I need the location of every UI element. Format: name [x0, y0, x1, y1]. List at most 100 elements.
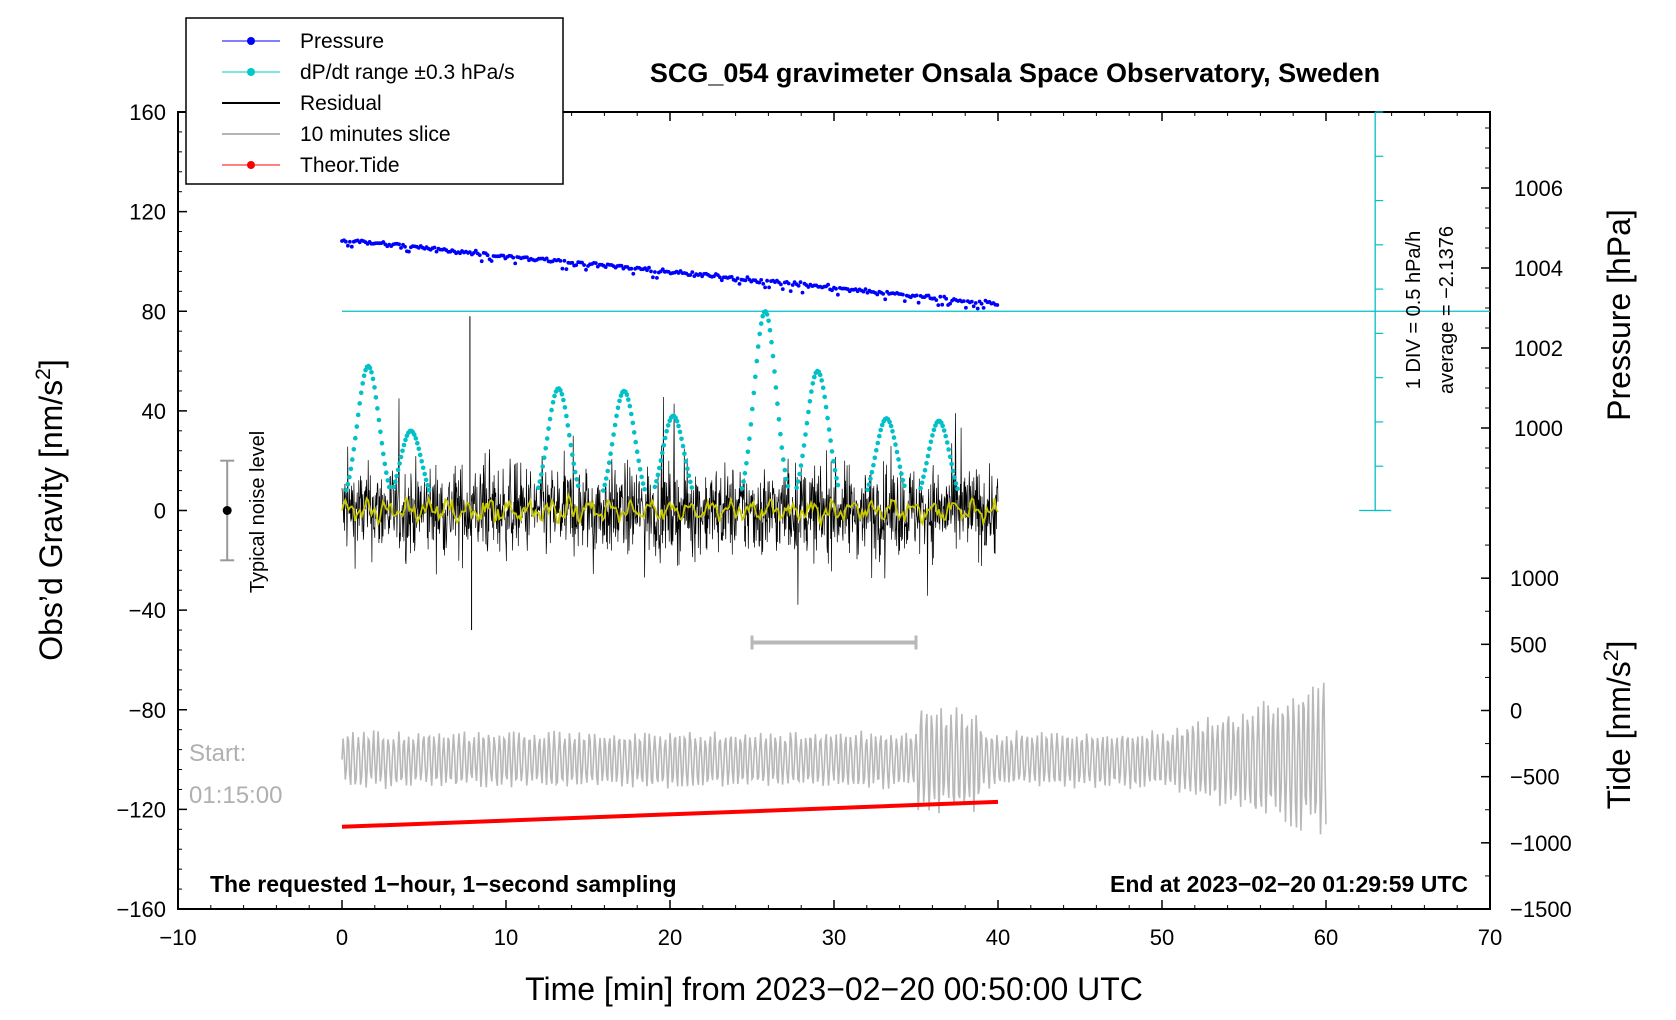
dpdt-point	[751, 390, 757, 396]
dpdt-point	[360, 381, 366, 386]
pressure-point	[619, 263, 624, 268]
pressure-point	[916, 300, 921, 305]
pressure-point	[765, 278, 769, 283]
dpdt-point	[422, 471, 428, 477]
dpdt-point	[658, 458, 664, 463]
dpdt-point	[570, 452, 575, 458]
dpdt-point	[770, 353, 776, 359]
pressure-point	[594, 261, 598, 265]
series-layer	[220, 111, 1490, 835]
pressure-point	[969, 299, 974, 304]
pressure-point	[649, 269, 653, 274]
dpdt-point	[874, 448, 879, 453]
y-axis-title-pressure: Pressure [hPa]	[1601, 209, 1637, 421]
dpdt-point	[943, 433, 948, 439]
dpdt-point	[807, 399, 813, 404]
dpdt-point	[572, 469, 578, 475]
dpdt-point	[401, 442, 407, 448]
dpdt-point	[344, 487, 349, 493]
dpdt-point	[660, 450, 665, 456]
dpdt-point	[817, 372, 823, 378]
dpdt-point	[397, 461, 402, 466]
dpdt-point	[680, 443, 686, 449]
dpdt-point	[609, 442, 615, 447]
dpdt-point	[358, 390, 364, 396]
dpdt-point	[925, 453, 931, 459]
x-tick-label: 20	[658, 925, 682, 950]
dpdt-point	[779, 445, 785, 450]
note-requested-sampling: The requested 1−hour, 1−second sampling	[210, 871, 677, 897]
dpdt-point	[608, 451, 613, 457]
dpdt-point	[376, 417, 382, 423]
dpdt-point	[539, 472, 544, 477]
pressure-point	[981, 306, 986, 310]
pressure-point	[944, 296, 949, 301]
pressure-point	[936, 303, 941, 307]
dpdt-point	[822, 394, 827, 400]
dpdt-point	[606, 460, 612, 466]
dpdt-point	[741, 479, 746, 484]
y-axis-title-left: Obs’d Gravity [nm/s2]	[32, 359, 69, 661]
pressure-point	[434, 249, 439, 254]
x-tick-label: −10	[159, 925, 196, 950]
pressure-average-label: average = −2.1376	[1436, 226, 1458, 394]
pressure-point	[735, 276, 740, 281]
dpdt-point	[403, 437, 408, 443]
pressure-point	[780, 287, 785, 291]
dpdt-point	[896, 457, 901, 462]
legend-item-pressure: Pressure	[222, 30, 384, 53]
dpdt-point	[760, 313, 765, 319]
dpdt-point	[875, 440, 881, 446]
legend-item-dpdt: dP/dt range ±0.3 hPa/s	[222, 61, 515, 84]
dpdt-point	[372, 385, 377, 390]
dpdt-point	[803, 432, 808, 437]
pressure-point	[759, 278, 764, 282]
dpdt-point	[617, 398, 622, 404]
dpdt-point	[924, 460, 929, 466]
dpdt-point	[758, 321, 764, 326]
dpdt-point	[828, 438, 833, 443]
dpdt-point	[785, 484, 791, 489]
legend: Pressure dP/dt range ±0.3 hPa/s Residual…	[185, 17, 564, 185]
tide-tick-label: 1000	[1510, 566, 1559, 591]
dpdt-point	[927, 446, 932, 452]
pressure-point	[653, 270, 657, 274]
pressure-point	[688, 273, 693, 277]
svg-text:dP/dt range ±0.3 hPa/s: dP/dt range ±0.3 hPa/s	[300, 61, 515, 84]
dpdt-point	[574, 477, 579, 482]
dpdt-point	[386, 484, 392, 490]
dpdt-point	[755, 344, 761, 349]
dpdt-point	[413, 436, 419, 441]
pressure-tick-label: 1000	[1514, 416, 1563, 441]
pressure-point	[836, 292, 840, 297]
pressure-point	[737, 282, 742, 286]
dpdt-point	[930, 433, 935, 438]
dpdt-point	[679, 436, 684, 442]
dpdt-point	[921, 474, 926, 480]
pressure-point	[881, 292, 886, 296]
pressure-point	[407, 249, 411, 254]
dpdt-point	[689, 485, 695, 490]
pressure-point	[995, 303, 1000, 307]
dpdt-point	[801, 443, 807, 448]
dpdt-point	[686, 473, 692, 479]
pressure-point	[729, 275, 734, 279]
pressure-point	[902, 299, 907, 303]
dpdt-point	[398, 454, 404, 460]
dpdt-point	[626, 397, 631, 402]
dpdt-point	[394, 473, 399, 479]
dpdt-point	[829, 449, 835, 454]
dpdt-point	[415, 440, 420, 446]
dpdt-point	[947, 454, 953, 460]
pressure-point	[501, 253, 506, 258]
dpdt-point	[868, 476, 873, 482]
dpdt-point	[603, 476, 609, 481]
dpdt-point	[348, 466, 354, 472]
dpdt-point	[567, 432, 572, 438]
dpdt-point	[417, 452, 423, 458]
dpdt-point	[832, 468, 838, 473]
dpdt-point	[546, 426, 551, 431]
dpdt-point	[826, 427, 832, 432]
y-tick-label: 160	[129, 100, 166, 125]
dpdt-point	[351, 447, 357, 452]
